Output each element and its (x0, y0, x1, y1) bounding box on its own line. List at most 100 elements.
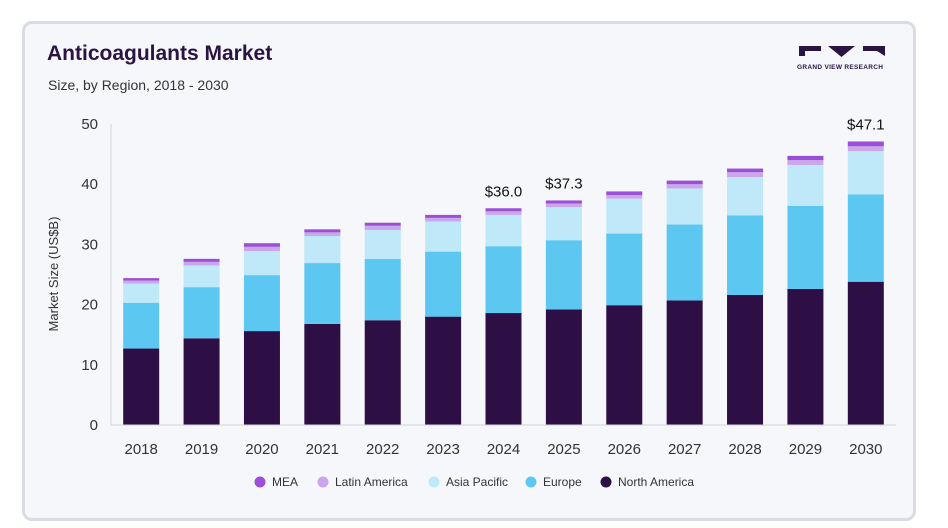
bar-segment-north-america (364, 320, 401, 425)
bar-segment-latin-america (304, 232, 341, 236)
bar-segment-asia-pacific (727, 176, 764, 216)
bar-segment-asia-pacific (545, 207, 582, 241)
bar-segment-europe (364, 258, 401, 321)
bar-segment-europe (666, 224, 703, 301)
x-tick-label: 2026 (608, 441, 641, 458)
total-value-label: $36.0 (485, 183, 523, 200)
bar-segment-asia-pacific (787, 164, 824, 206)
bar-segment-mea (545, 200, 582, 204)
bar-segment-mea (485, 208, 522, 212)
bar-segment-europe (727, 215, 764, 295)
bar-segment-latin-america (243, 246, 280, 252)
x-tick-label: 2027 (668, 441, 701, 458)
chart-subtitle: Size, by Region, 2018 - 2030 (48, 77, 229, 93)
x-tick-label: 2019 (185, 441, 218, 458)
bars (123, 141, 884, 425)
y-tick-label: 30 (81, 236, 98, 253)
legend-swatch-north-america (600, 476, 612, 488)
bar-segment-mea (727, 168, 764, 173)
bar-segment-europe (425, 251, 462, 317)
x-tick-label: 2022 (366, 441, 399, 458)
bar-segment-latin-america (787, 160, 824, 165)
bar-segment-north-america (243, 331, 280, 425)
bar-segment-mea (666, 180, 703, 185)
bar-segment-north-america (425, 316, 462, 425)
bar-segment-north-america (787, 288, 824, 425)
bar-segment-mea (425, 214, 462, 218)
bar-segment-north-america (123, 348, 160, 425)
bar-segment-latin-america (606, 195, 643, 199)
bar-segment-north-america (545, 309, 582, 425)
bar-segment-latin-america (847, 146, 884, 152)
y-tick-label: 40 (81, 176, 98, 193)
x-tick-label: 2024 (487, 441, 520, 458)
y-tick-label: 50 (81, 116, 98, 133)
x-tick-label: 2020 (245, 441, 278, 458)
total-value-label: $37.3 (545, 175, 583, 192)
bar-segment-latin-america (364, 225, 401, 230)
legend: MEA Latin America Asia Pacific Europe North … (254, 475, 694, 489)
x-axis: 2018 2019 2020 2021 2022 2023 2024 2025 2026 2027… (111, 424, 896, 458)
logo-text: GRAND VIEW RESEARCH (797, 64, 884, 71)
bar-segment-mea (364, 222, 401, 226)
grand-view-research-logo-icon (799, 46, 885, 57)
total-annotations: $36.0 $37.3 $47.1 (485, 116, 885, 200)
y-tick-label: 20 (81, 297, 98, 314)
bar-segment-asia-pacific (183, 265, 220, 288)
bar-segment-north-america (183, 338, 220, 425)
x-tick-label: 2018 (125, 441, 158, 458)
bar-segment-north-america (847, 281, 884, 425)
bar-segment-north-america (304, 323, 341, 425)
bar-segment-mea (183, 258, 220, 262)
legend-label: North America (618, 475, 694, 489)
bar-segment-europe (243, 275, 280, 332)
x-tick-label: 2030 (849, 441, 882, 458)
bar-segment-mea (243, 243, 280, 247)
legend-label: Latin America (335, 475, 408, 489)
legend-label: Europe (543, 475, 582, 489)
bar-segment-asia-pacific (123, 283, 160, 303)
y-axis: 0 10 20 30 40 50 (81, 116, 112, 434)
bar-segment-asia-pacific (425, 221, 462, 252)
bar-segment-latin-america (425, 217, 462, 222)
legend-swatch-asia-pacific (428, 476, 440, 488)
bar-segment-asia-pacific (364, 229, 401, 259)
bar-segment-latin-america (727, 172, 764, 177)
bar-segment-latin-america (545, 203, 582, 208)
bar-segment-north-america (727, 294, 764, 425)
bar-segment-mea (304, 229, 341, 233)
y-tick-label: 0 (90, 417, 98, 434)
bar-segment-mea (847, 141, 884, 147)
y-tick-label: 10 (81, 357, 98, 374)
y-axis-label: Market Size (US$B) (46, 217, 61, 332)
bar-segment-mea (787, 155, 824, 161)
bar-segment-europe (545, 240, 582, 310)
bar-segment-asia-pacific (606, 198, 643, 234)
bar-segment-latin-america (183, 261, 220, 266)
bar-segment-europe (123, 302, 160, 349)
bar-segment-north-america (485, 313, 522, 425)
bar-segment-europe (606, 233, 643, 306)
bar-segment-europe (183, 287, 220, 339)
chart-title: Anticoagulants Market (47, 42, 273, 65)
bar-segment-asia-pacific (485, 214, 522, 247)
legend-swatch-mea (254, 476, 266, 488)
bar-segment-europe (847, 194, 884, 282)
bar-segment-mea (606, 191, 643, 196)
legend-label: MEA (272, 475, 298, 489)
bar-segment-europe (787, 205, 824, 289)
bar-segment-europe (304, 263, 341, 324)
legend-label: Asia Pacific (446, 475, 508, 489)
bar-segment-north-america (606, 305, 643, 425)
x-tick-label: 2025 (547, 441, 580, 458)
bar-segment-asia-pacific (304, 235, 341, 264)
bar-segment-mea (123, 278, 160, 281)
total-value-label: $47.1 (847, 116, 885, 133)
x-tick-label: 2021 (306, 441, 339, 458)
chart-card (22, 21, 916, 521)
bar-segment-asia-pacific (666, 188, 703, 225)
bar-segment-latin-america (485, 211, 522, 215)
bar-segment-north-america (666, 300, 703, 425)
x-tick-label: 2029 (789, 441, 822, 458)
